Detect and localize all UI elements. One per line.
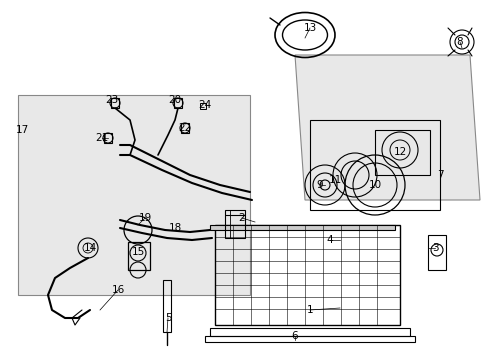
Bar (200, 103, 205, 109)
Text: 3: 3 (431, 243, 437, 253)
FancyBboxPatch shape (18, 95, 249, 295)
Text: 5: 5 (164, 313, 171, 323)
Text: 12: 12 (392, 147, 406, 157)
Text: 21: 21 (95, 133, 108, 143)
Bar (224, 210, 244, 238)
Text: 23: 23 (105, 95, 119, 105)
Text: 7: 7 (436, 170, 443, 180)
Text: 24: 24 (198, 100, 211, 110)
Text: 8: 8 (456, 37, 462, 47)
Text: 4: 4 (326, 235, 333, 245)
Bar (163, 280, 171, 332)
Text: 20: 20 (168, 95, 181, 105)
Text: 14: 14 (83, 243, 97, 253)
Bar (209, 225, 394, 230)
Bar (209, 328, 409, 336)
Text: 13: 13 (303, 23, 316, 33)
Text: 16: 16 (111, 285, 124, 295)
Bar (128, 242, 150, 270)
Text: 18: 18 (168, 223, 181, 233)
Bar (181, 123, 189, 133)
Text: 9: 9 (316, 180, 323, 190)
Bar (204, 336, 414, 342)
Text: 22: 22 (178, 123, 191, 133)
Bar (111, 98, 119, 108)
Text: 2: 2 (238, 213, 245, 223)
Text: 19: 19 (138, 213, 151, 223)
Text: 10: 10 (367, 180, 381, 190)
Bar (174, 98, 182, 108)
Text: 1: 1 (306, 305, 313, 315)
Polygon shape (294, 55, 479, 200)
Text: 11: 11 (328, 175, 341, 185)
Bar (104, 133, 112, 143)
Text: 15: 15 (131, 247, 144, 257)
Bar (374, 130, 429, 175)
Bar (215, 225, 399, 325)
Text: 6: 6 (291, 331, 298, 341)
Bar (427, 235, 445, 270)
Text: 17: 17 (15, 125, 29, 135)
Bar (309, 120, 439, 210)
